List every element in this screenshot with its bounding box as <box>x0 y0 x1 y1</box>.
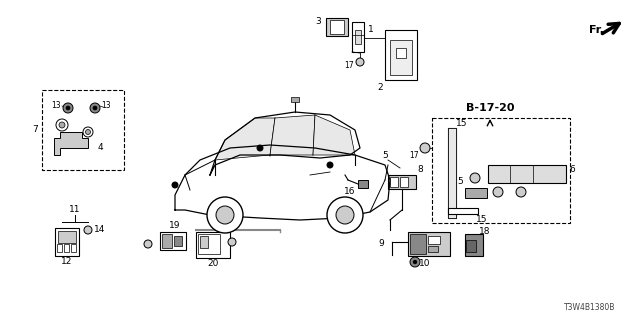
Bar <box>330 20 344 34</box>
Circle shape <box>356 58 364 66</box>
Text: 6: 6 <box>569 165 575 174</box>
Circle shape <box>413 260 417 264</box>
Bar <box>448 128 456 218</box>
Circle shape <box>228 238 236 246</box>
Bar <box>352 22 364 52</box>
Bar <box>465 188 487 198</box>
Text: 1: 1 <box>368 26 374 35</box>
Bar <box>432 118 570 223</box>
Text: 13: 13 <box>101 101 111 110</box>
Text: 15: 15 <box>476 215 488 225</box>
Bar <box>55 228 79 256</box>
Circle shape <box>86 130 90 134</box>
Polygon shape <box>270 115 315 155</box>
Circle shape <box>59 122 65 128</box>
Bar <box>448 208 478 214</box>
Text: 18: 18 <box>479 228 491 236</box>
Text: 2: 2 <box>377 84 383 92</box>
Bar <box>400 177 408 187</box>
Text: 12: 12 <box>61 258 73 267</box>
Circle shape <box>207 197 243 233</box>
Text: 8: 8 <box>417 165 423 174</box>
Circle shape <box>516 187 526 197</box>
Bar <box>466 240 476 252</box>
Circle shape <box>84 226 92 234</box>
Text: 13: 13 <box>51 101 61 110</box>
Bar <box>428 246 438 252</box>
Text: 17: 17 <box>344 60 354 69</box>
Text: 15: 15 <box>456 118 468 127</box>
Bar <box>410 234 426 254</box>
Text: 14: 14 <box>94 226 106 235</box>
Text: 5: 5 <box>457 178 463 187</box>
Text: B-17-20: B-17-20 <box>466 103 515 113</box>
Circle shape <box>470 173 480 183</box>
Circle shape <box>66 106 70 110</box>
Bar <box>396 48 406 58</box>
Text: 17: 17 <box>409 150 419 159</box>
Bar <box>358 180 368 188</box>
Circle shape <box>420 143 430 153</box>
Circle shape <box>327 197 363 233</box>
Circle shape <box>172 182 178 188</box>
Circle shape <box>410 257 420 267</box>
Text: 10: 10 <box>419 260 431 268</box>
Bar <box>390 40 412 75</box>
Text: 4: 4 <box>97 143 103 153</box>
Bar <box>200 236 208 248</box>
Polygon shape <box>215 118 275 160</box>
Text: 5: 5 <box>382 150 388 159</box>
Circle shape <box>493 187 503 197</box>
Bar <box>162 234 172 248</box>
Bar <box>71 244 76 252</box>
Bar <box>198 234 220 254</box>
Bar <box>42 90 124 170</box>
Polygon shape <box>54 132 88 155</box>
Circle shape <box>257 145 263 151</box>
Circle shape <box>93 106 97 110</box>
Text: 11: 11 <box>69 205 81 214</box>
Bar <box>57 244 62 252</box>
Text: 16: 16 <box>344 188 356 196</box>
Bar <box>408 232 450 256</box>
Bar <box>174 236 182 246</box>
Circle shape <box>327 162 333 168</box>
Text: Fr.: Fr. <box>589 25 604 35</box>
Bar <box>196 232 230 258</box>
Text: T3W4B1380B: T3W4B1380B <box>564 303 616 313</box>
Text: 9: 9 <box>378 238 384 247</box>
Bar <box>326 18 348 36</box>
Circle shape <box>144 240 152 248</box>
Bar <box>291 97 299 102</box>
Circle shape <box>90 103 100 113</box>
Polygon shape <box>313 115 355 155</box>
Circle shape <box>56 119 68 131</box>
Circle shape <box>63 103 73 113</box>
Bar <box>465 234 483 256</box>
Bar <box>448 128 456 218</box>
Bar <box>160 232 186 250</box>
Circle shape <box>216 206 234 224</box>
Circle shape <box>83 127 93 137</box>
Bar <box>388 175 416 189</box>
Text: 20: 20 <box>207 260 219 268</box>
Bar <box>64 244 69 252</box>
Text: 3: 3 <box>315 18 321 27</box>
Bar <box>385 30 417 80</box>
Text: 19: 19 <box>169 220 180 229</box>
Bar <box>428 236 440 244</box>
Circle shape <box>336 206 354 224</box>
Text: 7: 7 <box>32 125 38 134</box>
Bar <box>58 231 76 243</box>
Bar <box>488 165 566 183</box>
Bar <box>355 30 361 44</box>
Bar <box>390 177 398 187</box>
